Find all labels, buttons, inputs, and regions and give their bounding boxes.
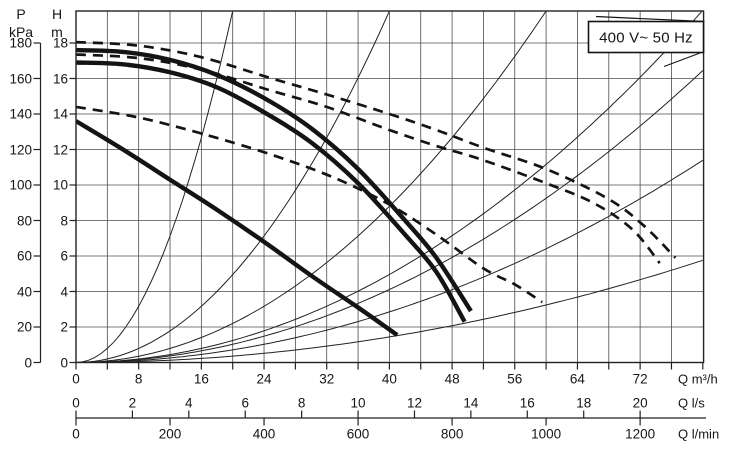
flow-ls-tick-label: 6	[241, 394, 249, 410]
pump-curve-dashed-3	[76, 105, 543, 304]
legend-box-3d-top	[595, 15, 705, 23]
head-axis-title: H	[51, 6, 63, 22]
pump-curve-solid-3	[76, 119, 399, 337]
system-curve-2	[76, 11, 390, 363]
flow-ls-tick-label: 20	[632, 394, 648, 410]
flow-ls-tick-label: 12	[406, 394, 422, 410]
flow-m3h-tick-label: 16	[193, 371, 209, 387]
system-curve-3	[76, 11, 547, 363]
system-curve-7	[76, 259, 703, 363]
flow-m3h-tick-label: 64	[569, 371, 585, 387]
legend-box	[587, 15, 705, 67]
flow-lmin-tick-label: 200	[158, 425, 182, 441]
flow-lmin-tick-label: 800	[440, 425, 464, 441]
flow-m3h-tick-label: 48	[444, 371, 460, 387]
head-tick-label: 16	[52, 70, 68, 86]
flow-lmin-tick-label: 1000	[531, 425, 562, 441]
system-curve-6	[76, 159, 704, 363]
flow-ls-tick-label: 0	[72, 394, 80, 410]
flow-m3h-tick-label: 0	[72, 371, 80, 387]
system-curve-1	[76, 11, 234, 363]
flow-lmin-tick-label: 0	[72, 425, 80, 441]
pump-curves	[76, 47, 473, 337]
pressure-tick-label: 180	[9, 35, 32, 51]
flow-ls-tick-label: 14	[463, 394, 479, 410]
grid	[76, 11, 704, 363]
pump-curve-solid-1	[76, 47, 473, 313]
pressure-tick-label: 100	[9, 177, 32, 193]
flow-lmin-tick-label: 1200	[625, 425, 656, 441]
flow-ls-tick-label: 16	[519, 394, 535, 410]
flow-ls-tick-label: 18	[576, 394, 592, 410]
flow-ls-tick-label: 10	[350, 394, 366, 410]
pump-curve-dashed-1	[76, 40, 677, 259]
pump-curve-solid-2	[76, 60, 467, 323]
voltage-frequency-label: 400 V~ 50 Hz	[599, 29, 693, 46]
flow-lmin-tick-label: 600	[346, 425, 370, 441]
pressure-tick-label: 40	[16, 283, 32, 299]
flow-m3h-tick-label: 56	[507, 371, 523, 387]
parallel-operation-curves	[76, 40, 677, 304]
head-tick-label: 12	[52, 141, 68, 157]
head-tick-label: 10	[52, 177, 68, 193]
flow-m3h-tick-label: 8	[134, 371, 143, 387]
flow-m3h-tick-label: 24	[256, 371, 272, 387]
flow-ls-unit-label: Q l/s	[678, 395, 705, 410]
pressure-tick-label: 80	[16, 212, 32, 228]
legend-box-3d-corner	[663, 52, 701, 67]
head-tick-label: 2	[60, 319, 68, 335]
legend-box-rect	[587, 20, 705, 54]
flow-lmin-tick-label: 400	[252, 425, 276, 441]
pressure-tick-label: 120	[9, 141, 32, 157]
flow-m3h-tick-label: 72	[632, 371, 648, 387]
head-tick-label: 14	[52, 106, 68, 122]
head-tick-label: 4	[60, 283, 68, 299]
pressure-tick-label: 0	[24, 354, 32, 370]
head-tick-label: 18	[52, 35, 68, 51]
pressure-tick-label: 60	[16, 248, 32, 264]
pressure-tick-label: 20	[16, 319, 32, 335]
head-tick-label: 8	[60, 212, 68, 228]
pump-curve-dashed-2	[76, 53, 661, 264]
head-tick-label: 0	[60, 354, 68, 370]
axes	[33, 42, 706, 426]
system-curve-5	[76, 70, 704, 363]
pressure-axis-title: P	[16, 6, 26, 22]
flow-ls-tick-label: 2	[128, 394, 137, 410]
head-tick-label: 6	[60, 248, 68, 264]
flow-m3h-tick-label: 40	[381, 371, 397, 387]
pressure-tick-label: 140	[9, 106, 32, 122]
system-curve-4	[76, 11, 703, 363]
flow-ls-tick-label: 4	[185, 394, 193, 410]
flow-lmin-unit-label: Q l/min	[678, 426, 720, 441]
flow-m3h-unit-label: Q m³/h	[678, 371, 718, 387]
pressure-tick-label: 160	[9, 70, 32, 86]
flow-m3h-tick-label: 32	[319, 371, 335, 387]
pressure-axis-unit: kPa	[8, 24, 34, 40]
flow-ls-tick-label: 8	[297, 394, 306, 410]
head-axis-unit: m	[51, 24, 63, 40]
